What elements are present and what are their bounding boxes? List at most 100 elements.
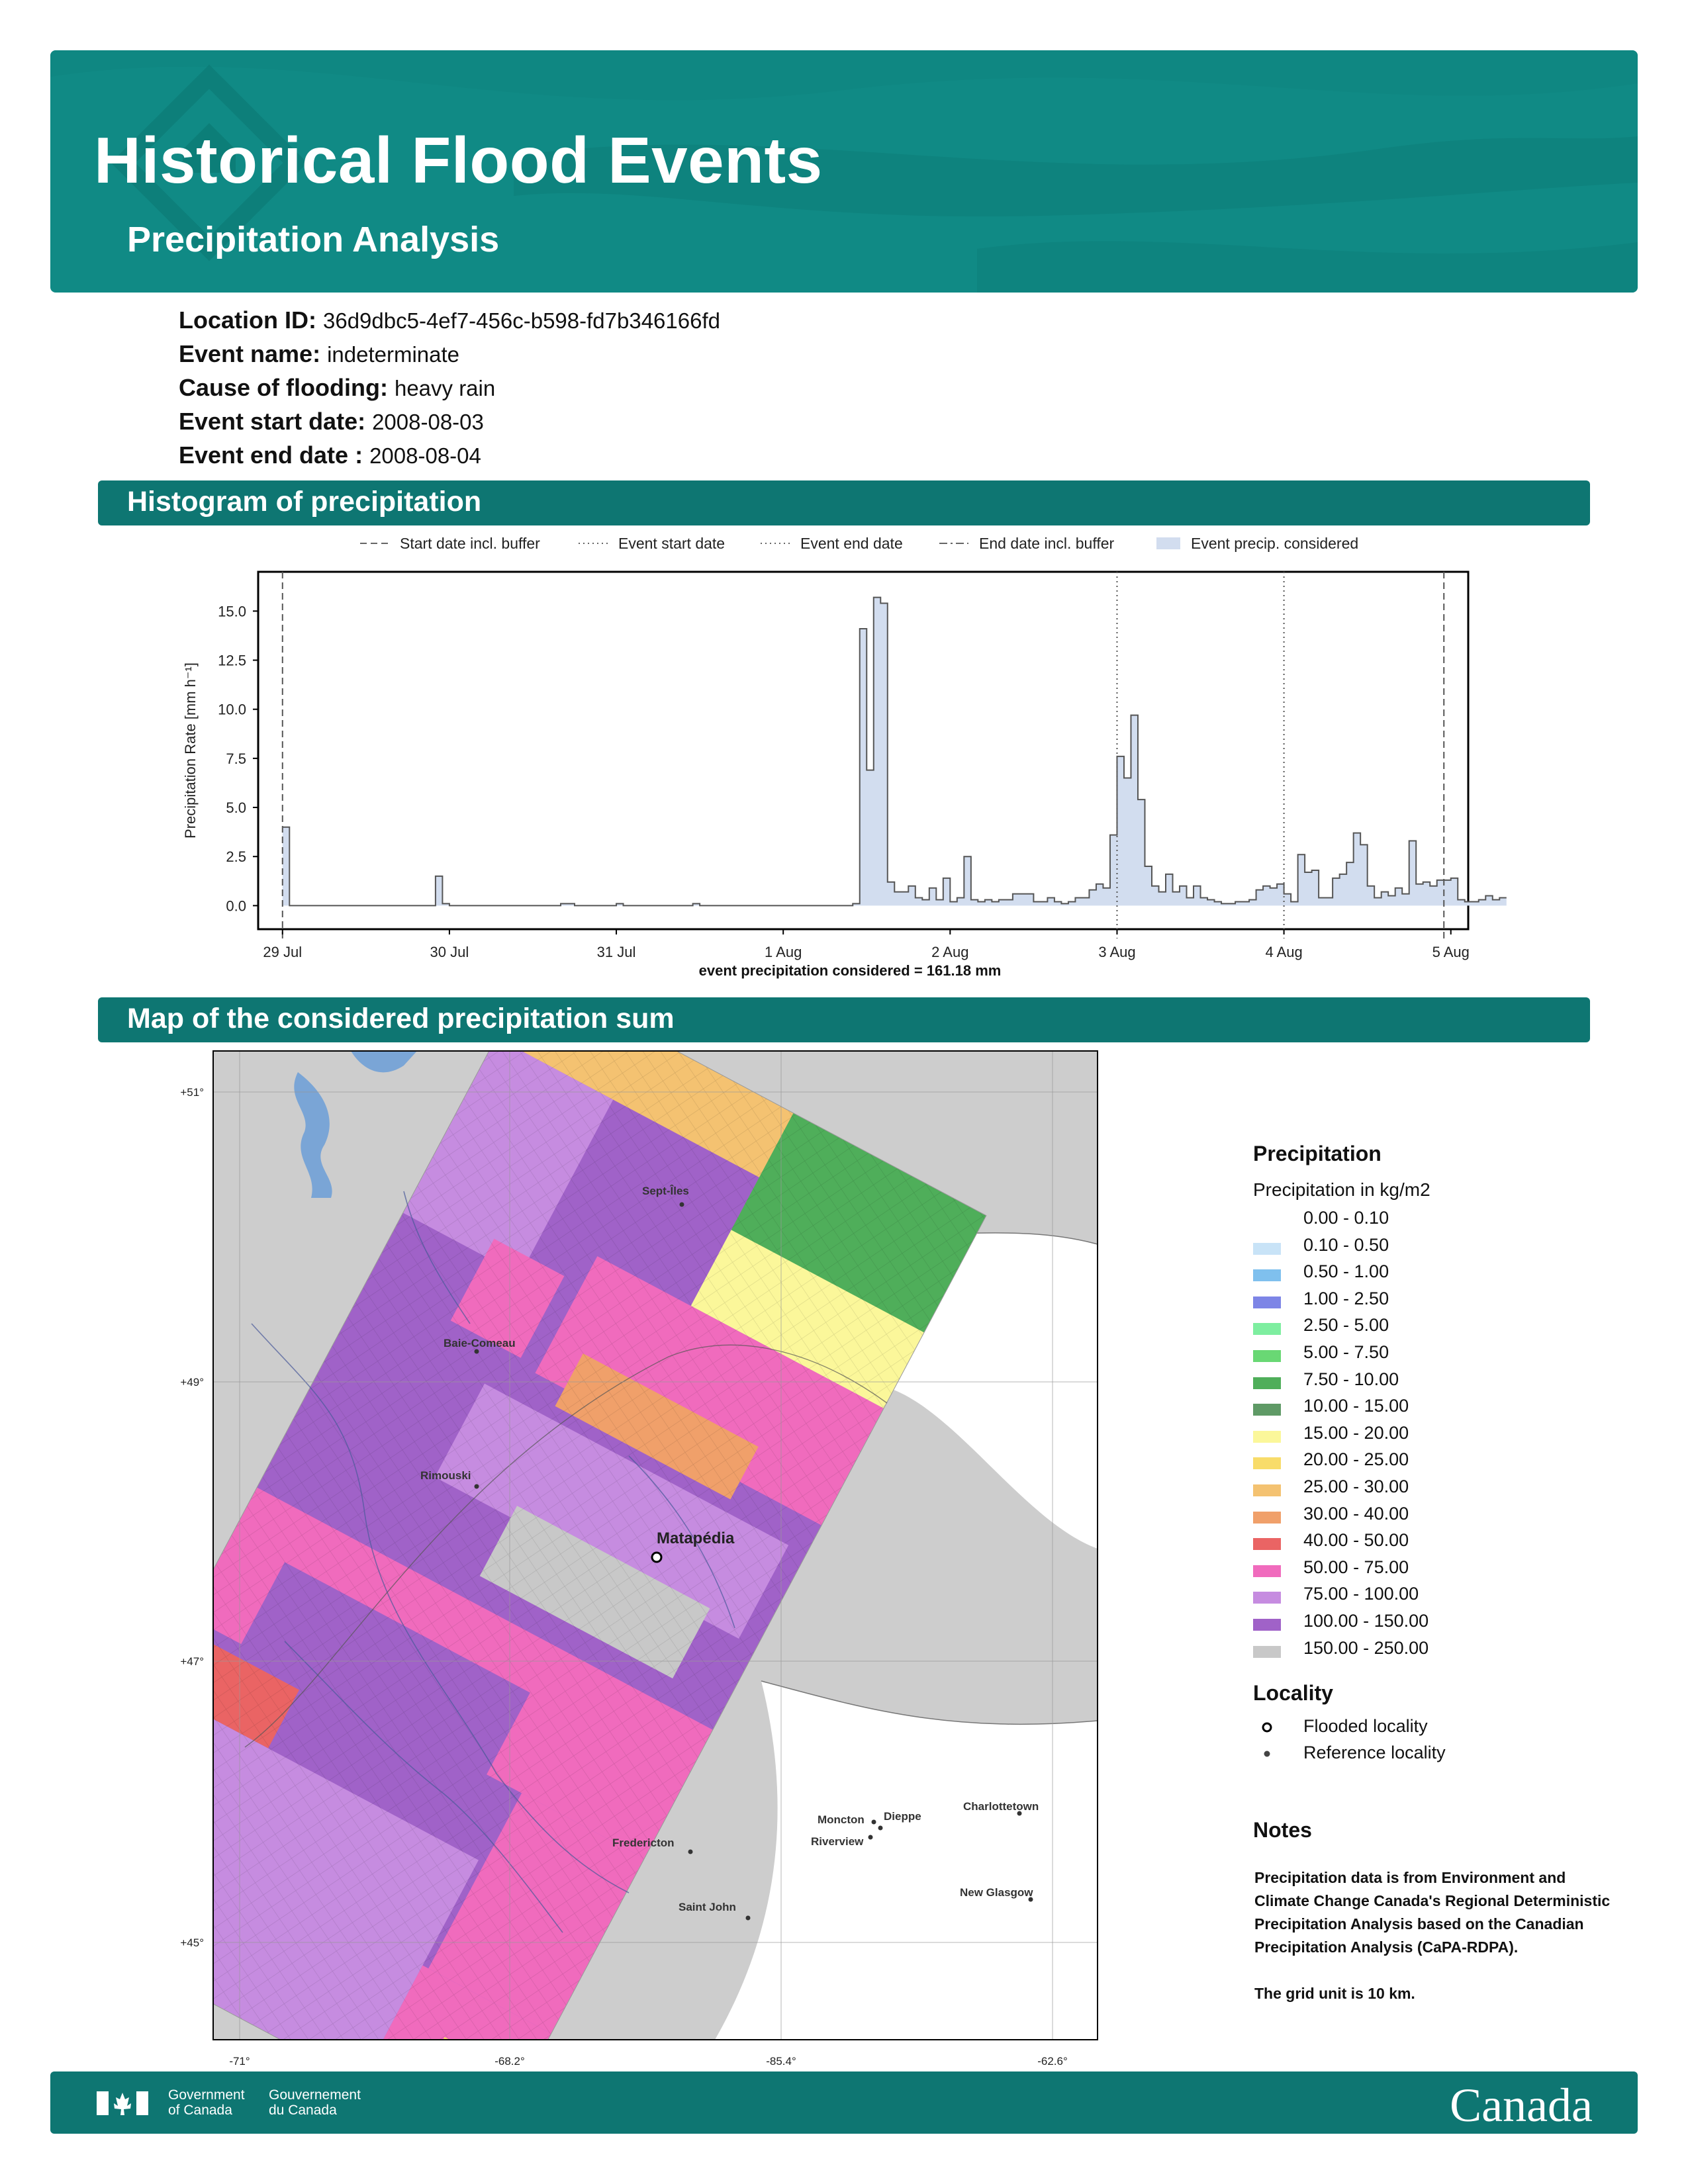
legend-color-swatch [1253, 1269, 1281, 1282]
flooded-locality-icon [651, 1551, 663, 1563]
legend-class-label: 40.00 - 50.00 [1303, 1530, 1409, 1551]
x-tick-label: 1 Aug [765, 944, 802, 960]
event-name-label: Event name: [179, 340, 321, 367]
place-label: Riverview [811, 1835, 864, 1848]
flooded-locality-label: Flooded locality [1303, 1716, 1428, 1736]
reference-locality-icon [868, 1835, 873, 1840]
page-footer: Government of Canada Gouvernement du Can… [50, 2071, 1638, 2134]
river-line [628, 1455, 735, 1629]
y-tick-label: 5.0 [226, 799, 246, 816]
reference-locality-icon [1017, 1811, 1022, 1816]
reference-locality-icon [1028, 1897, 1033, 1902]
x-tick-label: 5 Aug [1432, 944, 1470, 960]
page-subtitle: Precipitation Analysis [127, 220, 500, 259]
gov-en-wordmark: Government of Canada [168, 2087, 245, 2118]
location-id-label: Location ID: [179, 306, 316, 334]
precipitation-legend-subtitle: Precipitation in kg/m2 [1253, 1179, 1430, 1200]
coastline [244, 1344, 888, 1748]
gov-fr-line2: du Canada [269, 2103, 337, 2118]
legend-class-label: 1.00 - 2.50 [1303, 1288, 1389, 1308]
place-label: New Glasgow [960, 1886, 1033, 1899]
legend-class-label: 0.50 - 1.00 [1303, 1261, 1389, 1282]
histogram-legend-item: Event end date [761, 535, 903, 552]
cause-label: Cause of flooding: [179, 374, 388, 401]
start-date-row: Event start date: 2008-08-03 [179, 408, 484, 435]
place-marker: Dieppe [878, 1810, 921, 1831]
place-label: Sept-Îles [642, 1185, 689, 1197]
x-tick-label: 30 Jul [430, 944, 469, 960]
legend-class-label: 5.00 - 7.50 [1303, 1342, 1389, 1362]
precip-step-line [282, 596, 1507, 907]
legend-color-swatch [1253, 1538, 1281, 1551]
place-marker: Moncton [818, 1813, 876, 1826]
legend-color-swatch [1253, 1350, 1281, 1362]
legend-color-swatch [1253, 1404, 1281, 1416]
y-axis-label: Precipitation Rate [mm h⁻¹] [182, 662, 199, 839]
latitude-label: +45° [180, 1936, 204, 1949]
latitude-label: +51° [180, 1086, 204, 1099]
longitude-label: -62.6° [1037, 2055, 1068, 2068]
x-tick-label: 31 Jul [597, 944, 636, 960]
river-line [496, 1773, 630, 1893]
legend-color-swatch [1253, 1296, 1281, 1308]
reference-locality-icon [878, 1825, 883, 1831]
legend-color-swatch [1253, 1323, 1281, 1336]
location-id-value: 36d9dbc5-4ef7-456c-b598-fd7b346166fd [322, 308, 720, 333]
place-label: Rimouski [420, 1469, 471, 1482]
canada-wordmark: Canada [1450, 2079, 1593, 2132]
event-name-value: indeterminate [327, 342, 460, 367]
lake [294, 1072, 332, 1198]
legend-color-swatch [1253, 1645, 1281, 1658]
place-marker: Sept-Îles [642, 1185, 689, 1207]
place-label: Moncton [818, 1813, 865, 1826]
longitude-label: -68.2° [494, 2055, 525, 2068]
latitude-label: +49° [180, 1376, 204, 1388]
river-line [284, 1641, 563, 1933]
flooded-locality-marker-icon [1262, 1722, 1272, 1733]
place-marker: New Glasgow [960, 1886, 1033, 1902]
place-marker: Fredericton [612, 1837, 693, 1854]
legend-class-label: 100.00 - 150.00 [1303, 1611, 1429, 1631]
x-tick-label: 4 Aug [1265, 944, 1302, 960]
legend-class-label: 0.10 - 0.50 [1303, 1234, 1389, 1255]
histogram-legend-label: Event end date [800, 535, 903, 552]
start-date-value: 2008-08-03 [372, 410, 484, 434]
place-marker: Charlottetown [963, 1800, 1039, 1816]
gulf-water-south [715, 1681, 1098, 2040]
legend-color-swatch [1253, 1484, 1281, 1496]
reference-locality-icon [871, 1819, 876, 1825]
event-name-row: Event name: indeterminate [179, 340, 459, 368]
page-header: Historical Flood Events Precipitation An… [50, 50, 1638, 293]
legend-class-label: 10.00 - 15.00 [1303, 1396, 1409, 1416]
location-id-row: Location ID: 36d9dbc5-4ef7-456c-b598-fd7b… [179, 306, 720, 334]
legend-class-label: 15.00 - 20.00 [1303, 1422, 1409, 1443]
reference-locality-icon [679, 1202, 684, 1207]
place-marker: Matapédia [651, 1529, 735, 1563]
map-section-bar: Map of the considered precipitation sum [98, 997, 1590, 1042]
y-tick-label: 0.0 [226, 897, 246, 914]
canada-flag-icon [97, 2091, 148, 2115]
lake [351, 1051, 417, 1073]
legend-class-label: 30.00 - 40.00 [1303, 1503, 1409, 1524]
histogram-legend-item: Event precip. considered [1156, 535, 1358, 552]
legend-color-swatch [1253, 1511, 1281, 1524]
legend-class-label: 75.00 - 100.00 [1303, 1584, 1419, 1604]
start-date-label: Event start date: [179, 408, 366, 435]
map-frame [212, 1050, 1098, 2040]
place-marker: Rimouski [420, 1469, 479, 1489]
cause-row: Cause of flooding: heavy rain [179, 374, 495, 402]
legend-color-swatch [1253, 1430, 1281, 1443]
longitude-label: -71° [229, 2055, 250, 2068]
end-date-label: Event end date : [179, 441, 363, 469]
precipitation-histogram: Start date incl. buffer Event start date E… [152, 523, 1542, 993]
x-tick-label: 29 Jul [263, 944, 302, 960]
end-date-row: Event end date :2008-08-04 [179, 441, 481, 469]
place-marker: Saint John [679, 1901, 751, 1921]
map-svg: Sept-Îles Baie-Comeau Rimouski Matapédia Fre… [180, 1050, 1098, 2068]
histogram-section-bar: Histogram of precipitation [98, 480, 1590, 525]
reference-locality-icon [688, 1849, 693, 1854]
legend-color-swatch [1253, 1377, 1281, 1389]
end-date-value: 2008-08-04 [369, 443, 481, 468]
x-tick-label: 3 Aug [1098, 944, 1135, 960]
reference-locality-icon [474, 1484, 479, 1489]
